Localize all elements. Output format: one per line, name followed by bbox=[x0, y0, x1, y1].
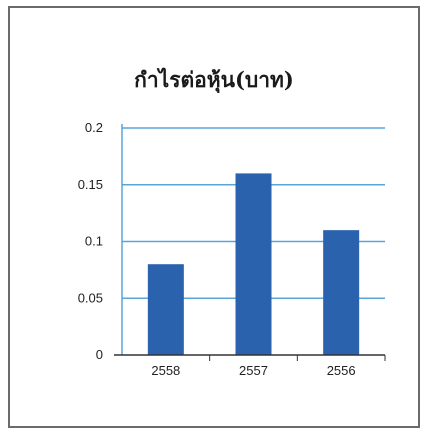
x-tick-label-2556: 2556 bbox=[327, 363, 356, 378]
bars bbox=[147, 173, 360, 355]
x-tick-labels: 2558 2557 2556 bbox=[151, 363, 355, 378]
bar-2557 bbox=[235, 173, 272, 355]
bar-2558 bbox=[147, 264, 184, 355]
y-tick-label-4: 0.2 bbox=[85, 120, 103, 135]
y-tick-label-0: 0 bbox=[96, 347, 103, 362]
y-tick-label-3: 0.15 bbox=[78, 177, 103, 192]
chart-title: กำไรต่อหุ้น(บาท) bbox=[134, 67, 294, 92]
x-tick-label-2557: 2557 bbox=[239, 363, 268, 378]
y-tick-label-1: 0.05 bbox=[78, 290, 103, 305]
chart-frame bbox=[8, 6, 420, 428]
x-tick-label-2558: 2558 bbox=[151, 363, 180, 378]
y-tick-labels: 0 0.05 0.1 0.15 0.2 bbox=[78, 120, 103, 362]
bar-2556 bbox=[323, 230, 360, 355]
axes bbox=[114, 124, 386, 361]
y-tick-label-2: 0.1 bbox=[85, 234, 103, 249]
